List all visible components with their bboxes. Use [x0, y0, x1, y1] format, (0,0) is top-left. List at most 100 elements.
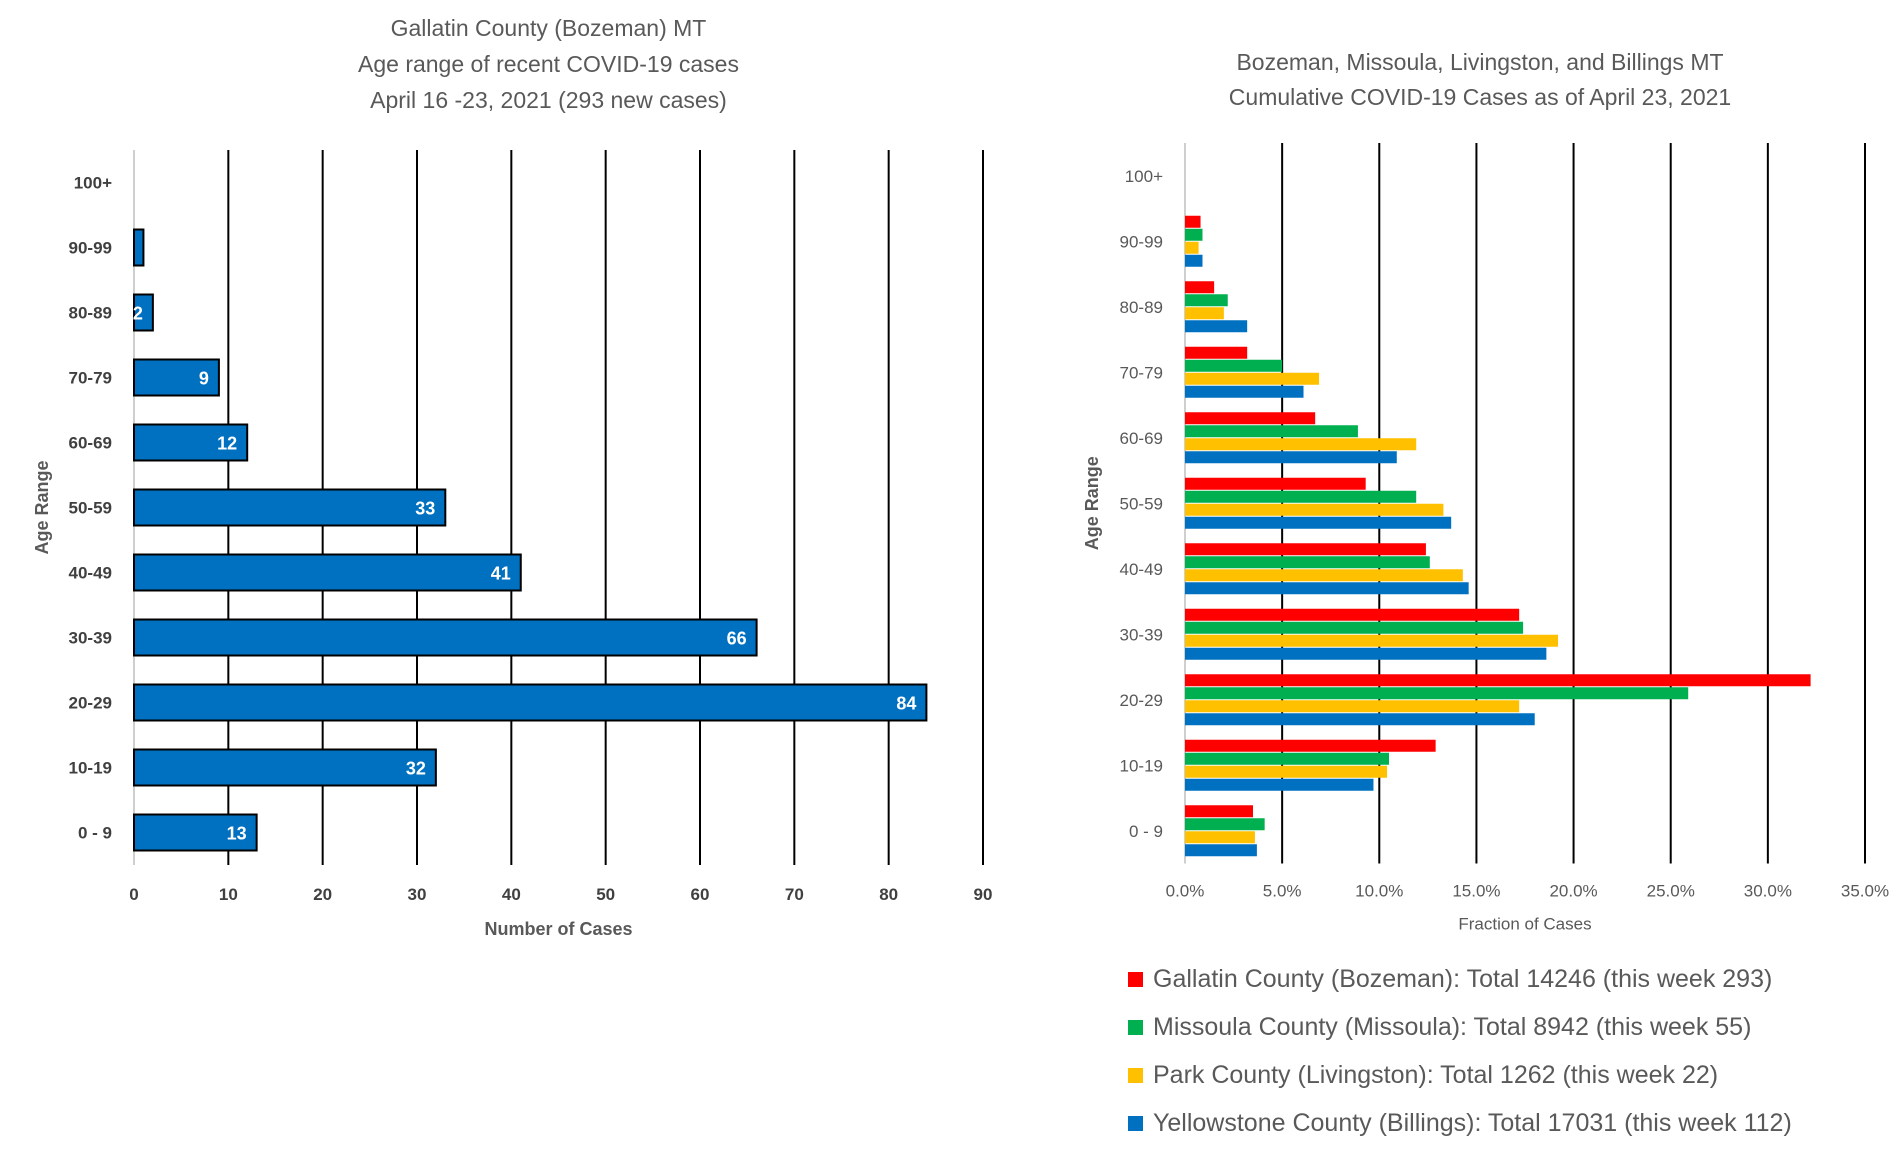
bar-series-4	[1185, 451, 1397, 464]
bar	[133, 488, 447, 527]
x-tick-label: 20.0%	[1549, 882, 1597, 901]
bar-series-4	[1185, 647, 1547, 660]
y-tick-label: 30-39	[1120, 625, 1163, 644]
age-range-chart: Gallatin County (Bozeman) MT Age range of…	[32, 15, 993, 939]
chart-title-line-2: Age range of recent COVID-19 cases	[358, 51, 739, 77]
bar-series-3	[1185, 700, 1520, 713]
bar-series-2	[1185, 490, 1417, 503]
bar-series-1	[1185, 805, 1253, 818]
bar-data-label: 66	[727, 629, 747, 649]
bar-series-2	[1185, 687, 1689, 700]
x-tick-label: 35.0%	[1841, 882, 1889, 901]
x-tick-label: 0.0%	[1166, 882, 1205, 901]
bar	[133, 423, 249, 462]
bar-data-label: 41	[491, 564, 511, 584]
x-tick-label: 60	[691, 885, 710, 904]
chart-title-line-1: Bozeman, Missoula, Livingston, and Billi…	[1236, 49, 1723, 75]
y-axis-title: Age Range	[1082, 456, 1102, 550]
bar-series-2	[1185, 228, 1203, 241]
y-tick-label: 50-59	[1120, 494, 1163, 513]
y-tick-label: 90-99	[69, 239, 112, 258]
bar-series-3	[1185, 634, 1559, 647]
y-tick-label: 100+	[1125, 167, 1163, 186]
chart-title-line-1: Gallatin County (Bozeman) MT	[391, 15, 707, 41]
bar-series-4	[1185, 254, 1203, 267]
bar-series-4	[1185, 778, 1374, 791]
bar-series-1	[1185, 477, 1366, 490]
legend-swatch-yellowstone	[1128, 1115, 1143, 1131]
legend-label-gallatin: Gallatin County (Bozeman): Total 14246 (…	[1153, 964, 1773, 993]
y-tick-label: 100+	[74, 174, 112, 193]
bar-series-2	[1185, 556, 1430, 569]
x-tick-label: 25.0%	[1647, 882, 1695, 901]
bar-series-1	[1185, 215, 1201, 228]
bar-series-1	[1185, 543, 1426, 556]
y-tick-label: 20-29	[69, 694, 112, 713]
bar-series-3	[1185, 307, 1224, 320]
bar-series-1	[1185, 281, 1215, 294]
bar-series-4	[1185, 516, 1452, 529]
bar-series-3	[1185, 831, 1255, 844]
bar	[133, 813, 258, 852]
cumulative-cases-chart-svg: Bozeman, Missoula, Livingston, and Billi…	[1082, 49, 1889, 934]
x-tick-label: 5.0%	[1263, 882, 1302, 901]
bar-series-1	[1185, 346, 1248, 359]
chart-title-line-3: April 16 -23, 2021 (293 new cases)	[370, 87, 727, 113]
legend-item-park: Park County (Livingston): Total 1262 (th…	[1128, 1051, 1888, 1099]
legend-label-yellowstone: Yellowstone County (Billings): Total 170…	[1153, 1108, 1792, 1137]
bar-series-4	[1185, 320, 1248, 333]
bar-series-4	[1185, 844, 1257, 857]
legend-swatch-park	[1128, 1067, 1143, 1083]
bar-data-label: 33	[415, 499, 435, 519]
y-tick-label: 20-29	[1120, 691, 1163, 710]
bar-data-label: 2	[133, 304, 143, 324]
bar	[133, 293, 154, 332]
bar-series-1	[1185, 739, 1436, 752]
bar-series-3	[1185, 569, 1463, 582]
bar	[133, 748, 437, 787]
legend-swatch-missoula	[1128, 1019, 1143, 1035]
chart-legend: Gallatin County (Bozeman): Total 14246 (…	[1128, 955, 1888, 1147]
y-tick-label: 30-39	[69, 629, 112, 648]
bar-series-2	[1185, 752, 1389, 765]
legend-item-gallatin: Gallatin County (Bozeman): Total 14246 (…	[1128, 955, 1888, 1003]
bar	[133, 618, 758, 657]
bar	[133, 358, 220, 397]
legend-label-missoula: Missoula County (Missoula): Total 8942 (…	[1153, 1012, 1752, 1041]
bar	[133, 553, 522, 592]
bar-series-3	[1185, 438, 1417, 451]
y-tick-label: 80-89	[1120, 298, 1163, 317]
y-tick-label: 10-19	[1120, 756, 1163, 775]
bar-series-2	[1185, 359, 1283, 372]
y-tick-label: 70-79	[69, 369, 112, 388]
y-tick-label: 60-69	[69, 434, 112, 453]
y-tick-label: 40-49	[69, 564, 112, 583]
x-tick-label: 10.0%	[1355, 882, 1403, 901]
y-axis-title: Age Range	[32, 460, 52, 554]
bar-series-2	[1185, 818, 1265, 831]
x-tick-label: 15.0%	[1452, 882, 1500, 901]
legend-label-park: Park County (Livingston): Total 1262 (th…	[1153, 1060, 1719, 1089]
y-tick-label: 50-59	[69, 499, 112, 518]
bar-series-3	[1185, 503, 1444, 516]
x-axis-title: Fraction of Cases	[1458, 915, 1591, 934]
bar-series-3	[1185, 765, 1388, 778]
y-tick-label: 60-69	[1120, 429, 1163, 448]
bar-series-3	[1185, 372, 1320, 385]
x-tick-label: 20	[313, 885, 332, 904]
legend-item-missoula: Missoula County (Missoula): Total 8942 (…	[1128, 1003, 1888, 1051]
x-tick-label: 40	[502, 885, 521, 904]
bar	[133, 683, 928, 722]
bar-series-2	[1185, 294, 1228, 307]
x-tick-label: 90	[974, 885, 993, 904]
bar-data-label: 13	[227, 824, 247, 844]
x-axis-title: Number of Cases	[484, 919, 632, 939]
bar-series-4	[1185, 582, 1469, 595]
x-tick-label: 80	[879, 885, 898, 904]
bar-series-4	[1185, 385, 1304, 398]
x-tick-label: 30.0%	[1744, 882, 1792, 901]
y-tick-label: 0 - 9	[1129, 822, 1163, 841]
chart-title-line-2: Cumulative COVID-19 Cases as of April 23…	[1229, 84, 1731, 110]
y-tick-label: 0 - 9	[78, 824, 112, 843]
bar-data-label: 12	[217, 434, 237, 454]
